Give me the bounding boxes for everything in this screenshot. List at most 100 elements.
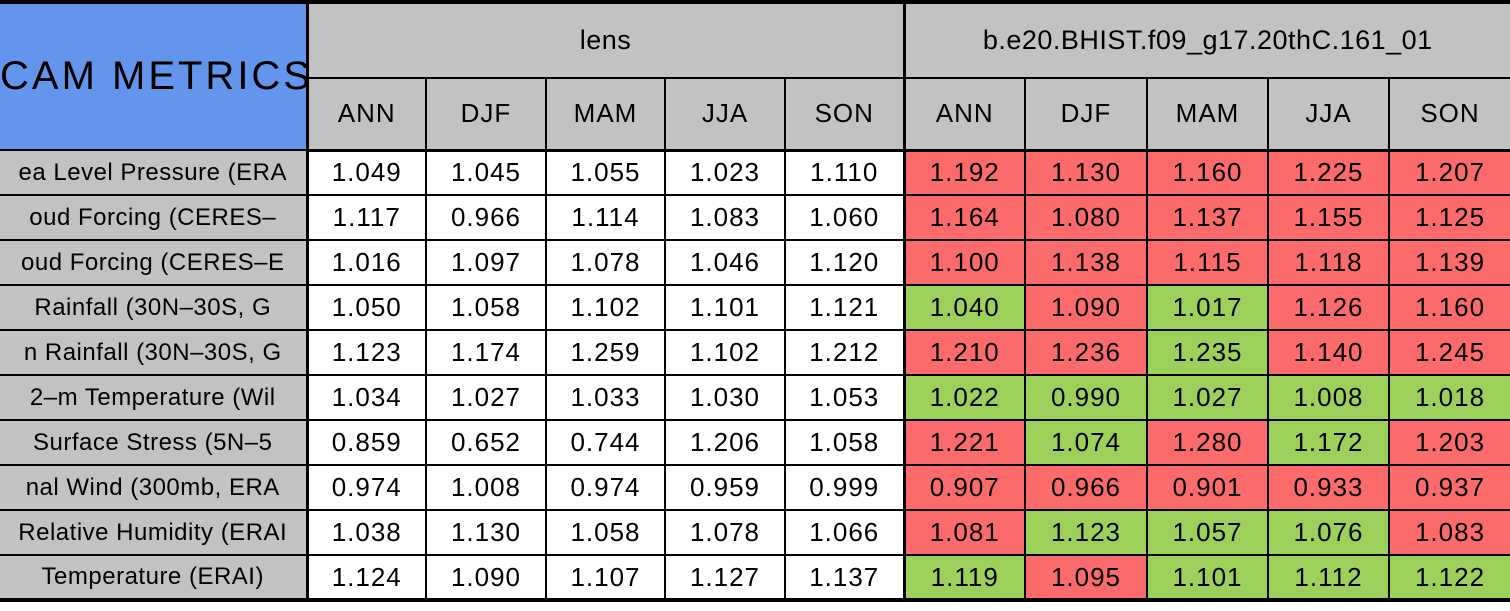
case-value-cell: 1.140 [1267, 329, 1390, 376]
lens-value-cell: 1.130 [425, 509, 547, 556]
group-header-row: CAM METRICS lens b.e20.BHIST.f09_g17.20t… [0, 1, 1510, 151]
lens-value-cell: 1.120 [784, 239, 905, 286]
case-value-cell: 1.040 [902, 284, 1026, 331]
row-label: Rainfall (30N–30S, G [0, 284, 308, 331]
lens-value-cell: 1.060 [784, 194, 905, 241]
case-value-cell: 1.280 [1146, 419, 1269, 466]
lens-value-cell: 1.016 [305, 239, 427, 286]
row-label: 2–m Temperature (Wil [0, 374, 308, 421]
lens-value-cell: 1.055 [545, 149, 666, 196]
lens-value-cell: 1.107 [545, 554, 666, 601]
season-header-lens-son: SON [784, 77, 905, 152]
lens-value-cell: 1.259 [545, 329, 666, 376]
season-header-case-son: SON [1387, 77, 1510, 152]
case-value-cell: 1.080 [1024, 194, 1148, 241]
lens-value-cell: 1.050 [305, 284, 427, 331]
table-row: Surface Stress (5N–5 0.859 0.652 0.744 1.206… [0, 419, 1510, 466]
lens-value-cell: 1.127 [664, 554, 786, 601]
table-row: ea Level Pressure (ERA 1.049 1.045 1.055 1.0… [0, 149, 1510, 196]
group-header-case: b.e20.BHIST.f09_g17.20thC.161_01 [902, 1, 1510, 79]
lens-value-cell: 1.038 [305, 509, 427, 556]
table-row: 2–m Temperature (Wil 1.034 1.027 1.033 1.030… [0, 374, 1510, 421]
lens-value-cell: 0.652 [425, 419, 547, 466]
season-header-lens-ann: ANN [305, 77, 427, 152]
case-value-cell: 1.126 [1267, 284, 1390, 331]
row-label: nal Wind (300mb, ERA [0, 464, 308, 511]
table-row: n Rainfall (30N–30S, G 1.123 1.174 1.259 1.1… [0, 329, 1510, 376]
case-value-cell: 1.235 [1146, 329, 1269, 376]
lens-value-cell: 1.078 [664, 509, 786, 556]
case-value-cell: 1.210 [902, 329, 1026, 376]
case-value-cell: 1.139 [1387, 239, 1510, 286]
lens-value-cell: 1.083 [664, 194, 786, 241]
lens-value-cell: 1.124 [305, 554, 427, 601]
lens-value-cell: 1.058 [545, 509, 666, 556]
table-row: nal Wind (300mb, ERA 0.974 1.008 0.974 0.959… [0, 464, 1510, 511]
case-value-cell: 0.901 [1146, 464, 1269, 511]
lens-value-cell: 1.049 [305, 149, 427, 196]
lens-value-cell: 1.137 [784, 554, 905, 601]
season-header-lens-jja: JJA [664, 77, 786, 152]
case-value-cell: 1.115 [1146, 239, 1269, 286]
row-label: Relative Humidity (ERAI [0, 509, 308, 556]
case-value-cell: 1.022 [902, 374, 1026, 421]
case-value-cell: 1.236 [1024, 329, 1148, 376]
case-value-cell: 1.118 [1267, 239, 1390, 286]
case-value-cell: 1.081 [902, 509, 1026, 556]
case-value-cell: 1.160 [1146, 149, 1269, 196]
lens-value-cell: 1.121 [784, 284, 905, 331]
case-value-cell: 1.112 [1267, 554, 1390, 601]
row-label: ea Level Pressure (ERA [0, 149, 308, 196]
table-row: Relative Humidity (ERAI 1.038 1.130 1.058 1.… [0, 509, 1510, 556]
case-value-cell: 1.100 [902, 239, 1026, 286]
row-label: oud Forcing (CERES– [0, 194, 308, 241]
lens-value-cell: 1.097 [425, 239, 547, 286]
row-label: oud Forcing (CERES–E [0, 239, 308, 286]
lens-value-cell: 1.033 [545, 374, 666, 421]
lens-value-cell: 1.102 [664, 329, 786, 376]
lens-value-cell: 0.859 [305, 419, 427, 466]
season-header-case-mam: MAM [1146, 77, 1269, 152]
lens-value-cell: 1.045 [425, 149, 547, 196]
case-value-cell: 0.933 [1267, 464, 1390, 511]
lens-value-cell: 1.123 [305, 329, 427, 376]
case-value-cell: 1.076 [1267, 509, 1390, 556]
lens-value-cell: 1.102 [545, 284, 666, 331]
table-row: oud Forcing (CERES– 1.117 0.966 1.114 1.083 1… [0, 194, 1510, 241]
lens-value-cell: 1.110 [784, 149, 905, 196]
case-value-cell: 1.192 [902, 149, 1026, 196]
season-header-case-ann: ANN [902, 77, 1026, 152]
table-row: oud Forcing (CERES–E 1.016 1.097 1.078 1.046… [0, 239, 1510, 286]
lens-value-cell: 1.114 [545, 194, 666, 241]
case-value-cell: 1.017 [1146, 284, 1269, 331]
case-value-cell: 1.155 [1267, 194, 1390, 241]
case-value-cell: 1.083 [1387, 509, 1510, 556]
table-row: Temperature (ERAI) 1.124 1.090 1.107 1.127 1.… [0, 554, 1510, 601]
case-value-cell: 1.164 [902, 194, 1026, 241]
case-value-cell: 1.123 [1024, 509, 1148, 556]
lens-value-cell: 0.974 [545, 464, 666, 511]
group-header-lens: lens [305, 1, 905, 79]
season-header-lens-djf: DJF [425, 77, 547, 152]
case-value-cell: 1.018 [1387, 374, 1510, 421]
case-value-cell: 1.101 [1146, 554, 1269, 601]
lens-value-cell: 1.058 [425, 284, 547, 331]
lens-value-cell: 0.999 [784, 464, 905, 511]
season-header-case-djf: DJF [1024, 77, 1148, 152]
lens-value-cell: 1.174 [425, 329, 547, 376]
case-value-cell: 1.137 [1146, 194, 1269, 241]
lens-value-cell: 1.206 [664, 419, 786, 466]
lens-value-cell: 0.959 [664, 464, 786, 511]
lens-value-cell: 1.066 [784, 509, 905, 556]
table-row: Rainfall (30N–30S, G 1.050 1.058 1.102 1.101… [0, 284, 1510, 331]
case-value-cell: 1.221 [902, 419, 1026, 466]
case-value-cell: 1.130 [1024, 149, 1148, 196]
case-value-cell: 1.207 [1387, 149, 1510, 196]
season-header-row: ANN DJF MAM JJA SON ANN DJF MAM JJA SON [0, 77, 1510, 152]
lens-value-cell: 1.034 [305, 374, 427, 421]
case-value-cell: 1.008 [1267, 374, 1390, 421]
lens-value-cell: 1.117 [305, 194, 427, 241]
season-header-lens-mam: MAM [545, 77, 666, 152]
lens-value-cell: 1.053 [784, 374, 905, 421]
case-value-cell: 1.122 [1387, 554, 1510, 601]
